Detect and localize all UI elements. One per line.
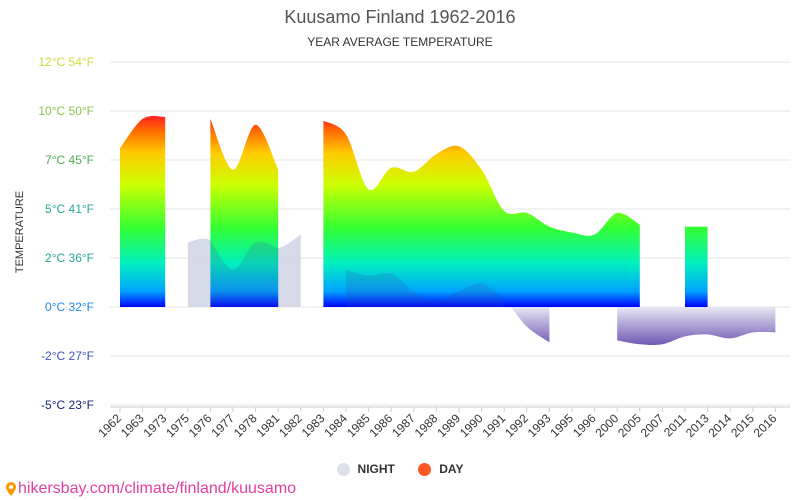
day-area xyxy=(323,120,640,307)
x-tick-label: 1993 xyxy=(525,411,554,440)
chart-title: Kuusamo Finland 1962-2016 xyxy=(284,7,516,27)
y-tick-label: 5°C 41°F xyxy=(45,202,94,216)
x-tick-label: 1982 xyxy=(276,411,305,440)
x-tick-label: 1995 xyxy=(547,411,576,440)
x-tick-label: 1984 xyxy=(321,411,350,440)
x-tick-label: 2005 xyxy=(615,411,644,440)
x-tick-label: 2013 xyxy=(683,411,712,440)
x-tick-label: 2014 xyxy=(706,411,735,440)
legend-day[interactable]: DAY xyxy=(418,462,463,476)
x-tick-label: 1985 xyxy=(344,411,373,440)
day-area xyxy=(120,115,166,307)
x-tick-label: 1989 xyxy=(434,411,463,440)
x-tick-label: 1988 xyxy=(412,411,441,440)
y-tick-label: 0°C 32°F xyxy=(45,300,94,314)
x-tick-label: 1990 xyxy=(457,411,486,440)
x-tick-label: 1975 xyxy=(163,411,192,440)
y-tick-label: -2°C 27°F xyxy=(41,349,94,363)
legend: NIGHT DAY xyxy=(0,462,800,479)
legend-night-label: NIGHT xyxy=(357,462,395,476)
x-tick-label: 1992 xyxy=(502,411,531,440)
x-tick-label: 1996 xyxy=(570,411,599,440)
y-tick-label: 10°C 50°F xyxy=(38,104,94,118)
chart-subtitle: YEAR AVERAGE TEMPERATURE xyxy=(307,35,493,49)
y-tick-label: 7°C 45°F xyxy=(45,153,94,167)
y-tick-label: 12°C 54°F xyxy=(38,55,94,69)
x-tick-label: 1976 xyxy=(186,411,215,440)
x-tick-label: 2007 xyxy=(638,411,667,440)
chart-plot: 12°C 54°F 10°C 50°F 7°C 45°F 5°C 41°F 2°C 36… xyxy=(38,55,790,440)
night-area-overlay xyxy=(210,240,279,307)
map-pin-icon xyxy=(6,482,16,496)
x-tick-label: 2011 xyxy=(661,411,689,439)
x-tick-label: 1973 xyxy=(141,411,170,440)
x-tick-label: 1991 xyxy=(480,411,509,440)
x-tick-label: 1986 xyxy=(367,411,396,440)
legend-night[interactable]: NIGHT xyxy=(336,462,395,476)
day-dot-icon xyxy=(418,462,432,476)
x-tick-label: 1983 xyxy=(299,411,328,440)
night-dot-icon xyxy=(336,462,350,476)
x-tick-label: 2000 xyxy=(593,411,622,440)
footer-link[interactable]: hikersbay.com/climate/finland/kuusamo xyxy=(6,480,296,498)
x-tick-label: 1977 xyxy=(208,411,237,440)
day-area xyxy=(210,118,279,307)
night-area xyxy=(617,307,776,345)
footer-link-text: hikersbay.com/climate/finland/kuusamo xyxy=(18,480,297,497)
legend-day-label: DAY xyxy=(439,462,464,476)
x-tick-label: 1987 xyxy=(389,411,418,440)
x-tick-label: 2016 xyxy=(751,411,780,440)
x-tick-label: 1963 xyxy=(118,411,147,440)
x-tick-label: 1978 xyxy=(231,411,260,440)
x-tick-label: 1962 xyxy=(95,411,124,440)
day-area xyxy=(685,226,708,307)
x-tick-label: 1981 xyxy=(254,411,283,440)
night-area-overlay xyxy=(346,269,505,307)
y-tick-label: 2°C 36°F xyxy=(45,251,94,265)
x-tick-label: 2015 xyxy=(728,411,757,440)
y-tick-label: -5°C 23°F xyxy=(41,398,94,412)
